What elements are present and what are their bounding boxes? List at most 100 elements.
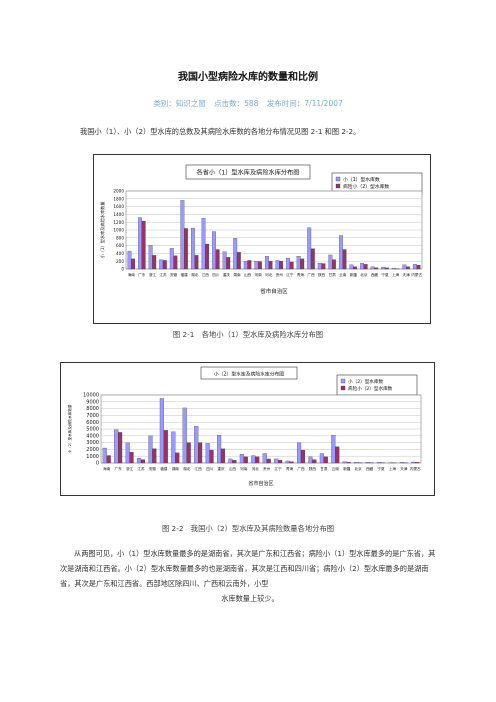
x-tick-label: 贵州 [263, 466, 271, 471]
bar [346, 462, 351, 464]
x-tick-label: 宁夏 [377, 466, 385, 471]
x-tick-label: 浙江 [126, 466, 134, 471]
bar [205, 443, 210, 464]
chart-title: 各省小（1）型水库及病险水库分布图 [197, 169, 300, 177]
x-tick-label: 湖南 [172, 466, 180, 471]
figure-1: 各省小（1）型水库及病险水库分布图 小（1）型水库数 病险小（2）型水库数 0 200 4… [93, 154, 431, 324]
bar [296, 442, 302, 464]
bar [310, 248, 315, 270]
x-tick-label: 海南 [103, 466, 111, 471]
bar [296, 256, 301, 270]
x-tick-label: 湖北 [183, 466, 191, 471]
x-tick-label: 辽宁 [275, 466, 283, 471]
bar [106, 455, 111, 464]
legend-label-2: 病险小（2）型水库数 [348, 385, 393, 392]
bar [286, 257, 290, 270]
bar [136, 458, 142, 464]
bar [370, 266, 375, 270]
bar [331, 434, 336, 464]
y-tick-label: 2000 [86, 447, 99, 453]
bar [399, 462, 404, 464]
x-tick-label: 广东 [138, 272, 146, 277]
x-tick-label: 江西 [195, 466, 203, 471]
x-tick-label: 湖南 [233, 272, 241, 277]
bar [258, 261, 262, 270]
y-tick-label: 200 [116, 259, 124, 264]
bar [406, 266, 410, 270]
bar [129, 451, 134, 464]
article-meta: 类别：知识之窗 点击数：588 发布时间：7/11/2007 [0, 98, 496, 109]
bar [251, 455, 256, 464]
bar [300, 258, 305, 270]
bar [328, 254, 333, 270]
x-tick-label: 天津 [400, 466, 408, 471]
bar [171, 431, 176, 464]
x-tick-label: 广西 [297, 466, 305, 471]
x-tick-label: 安徽 [170, 272, 178, 277]
x-tick-label: 上海 [392, 272, 400, 277]
x-tick-label: 江苏 [137, 466, 145, 471]
y-tick-label: 10000 [83, 393, 99, 399]
x-tick-label: 甘肃 [320, 466, 328, 471]
y-axis-label: 小（2）型水库及病险水库数量 [67, 404, 72, 453]
x-tick-label: 宁夏 [381, 272, 389, 277]
bar [360, 263, 364, 270]
bar [254, 261, 259, 270]
bar [194, 426, 199, 464]
bar [118, 432, 123, 464]
y-tick-label: 5000 [86, 427, 99, 433]
bar [163, 430, 168, 464]
x-tick-label: 河南 [255, 272, 263, 277]
x-tick-label: 河南 [240, 466, 248, 471]
chart-2: 小（2）型水库及病险水库分布图小（2）型水库数病险小（2）型水库数0100020… [67, 366, 422, 487]
page-title: 我国小型病险水库的数量和比例 [178, 72, 318, 83]
y-tick-label: 800 [116, 235, 124, 240]
bar [342, 249, 347, 270]
y-tick-label: 1000 [86, 454, 99, 460]
x-tick-label: 福建 [160, 466, 168, 471]
bar [307, 227, 312, 270]
x-tick-label: 西藏 [366, 466, 374, 471]
meta-clicks: 点击数：588 [214, 99, 259, 108]
bar [243, 456, 248, 464]
bar [159, 259, 164, 270]
legend-label-1: 小（1）型水库数 [343, 176, 380, 183]
y-tick-label: 0 [121, 267, 124, 272]
x-tick-label: 陕西 [309, 466, 317, 471]
bar [247, 260, 252, 270]
x-tick-label: 上海 [389, 466, 397, 471]
bar [342, 461, 347, 464]
meta-published: 发布时间：7/11/2007 [266, 99, 343, 108]
bar [402, 264, 407, 270]
bar [190, 227, 195, 270]
x-tick-label: 重庆 [223, 272, 231, 277]
bar [262, 453, 267, 464]
bar [226, 257, 231, 270]
bar [354, 462, 359, 464]
y-tick-label: 4000 [86, 433, 99, 439]
bar [415, 462, 420, 464]
bar [131, 258, 136, 270]
chart-1: 各省小（1）型水库及病险水库分布图小（1）型水库数病险小（2）型水库数02004… [99, 164, 423, 295]
x-tick-label: 青海 [286, 466, 294, 471]
bar [376, 462, 382, 464]
legend-swatch-2 [340, 385, 346, 391]
meta-category[interactable]: 类别：知识之窗 [153, 99, 206, 108]
legend-swatch-2 [335, 183, 341, 189]
bar [212, 231, 216, 270]
x-tick-label: 天津 [403, 272, 411, 277]
y-tick-label: 1200 [113, 220, 124, 225]
y-tick-label: 1600 [113, 204, 124, 209]
bar [236, 252, 241, 270]
figure-2-caption: 图 2-2 我国小（2）型水库及其病险数量各地分布图 [161, 524, 335, 533]
x-tick-label: 新疆 [343, 466, 351, 471]
x-tick-label: 海南 [128, 272, 136, 277]
bar [152, 255, 157, 270]
bar [239, 454, 244, 464]
y-tick-label: 1400 [113, 212, 124, 217]
bar [205, 243, 210, 270]
bar [323, 456, 328, 464]
bar [319, 453, 324, 464]
x-tick-label: 广东 [115, 466, 123, 471]
